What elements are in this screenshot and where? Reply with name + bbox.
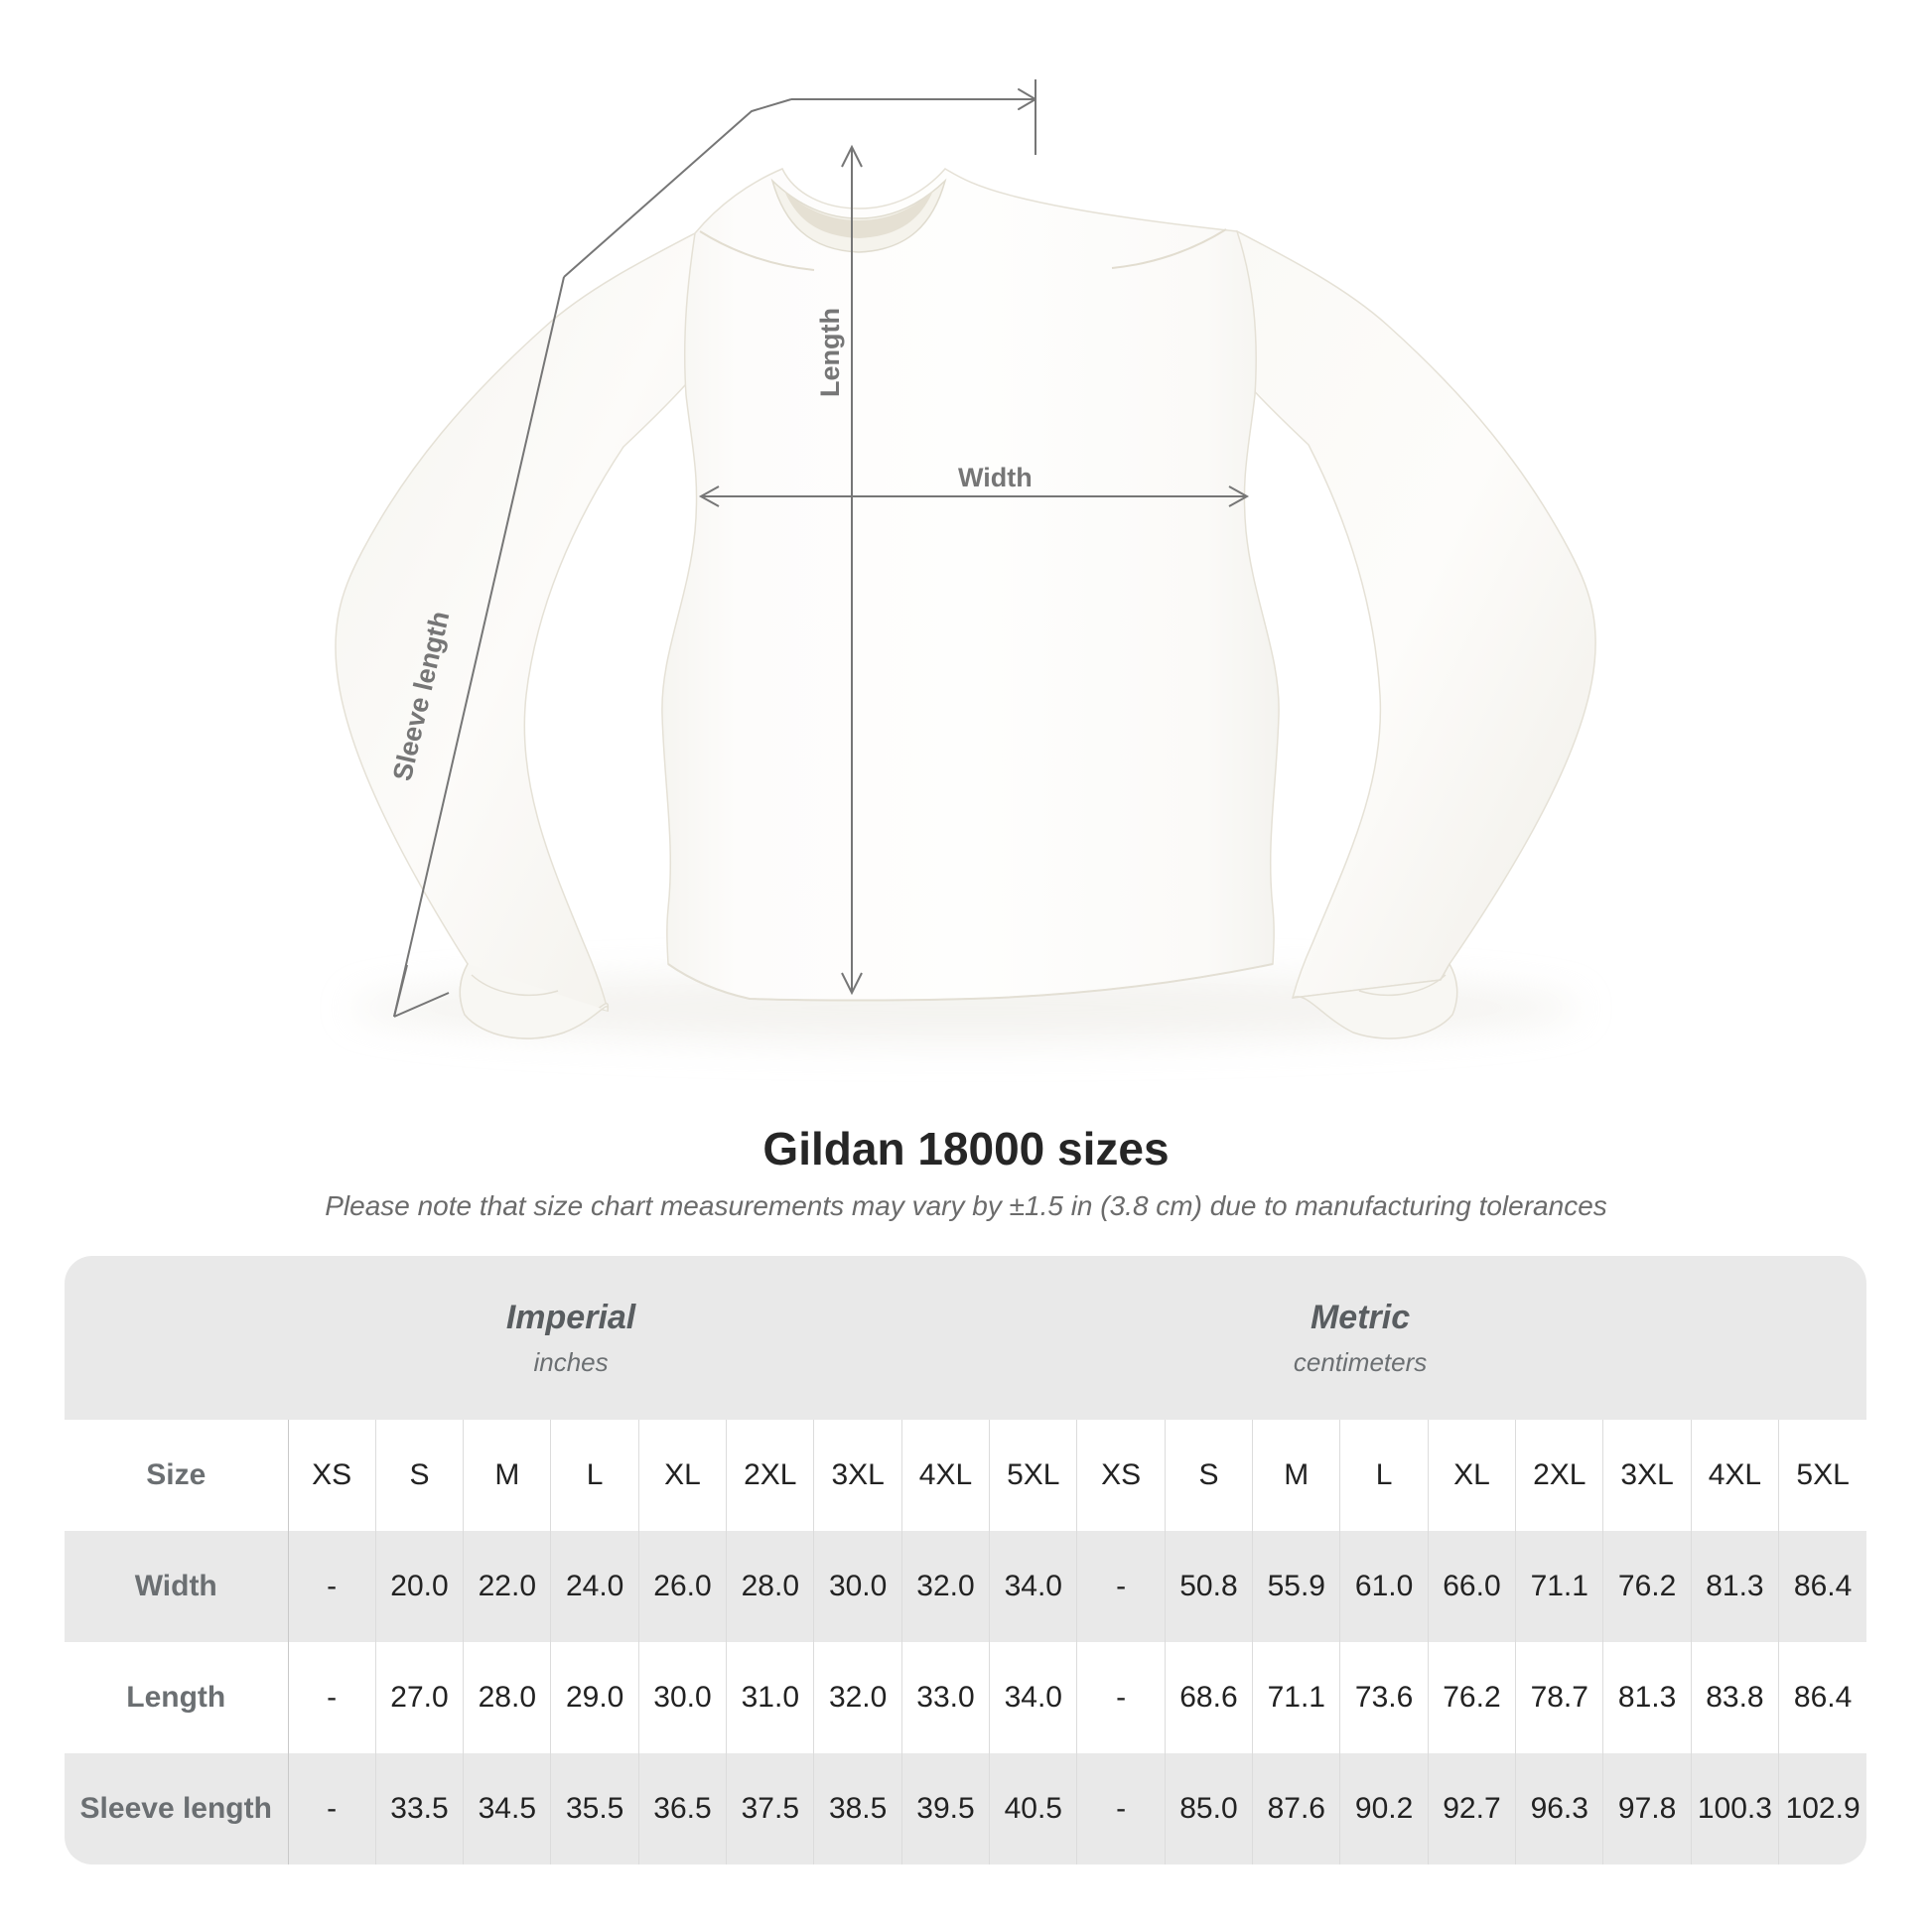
svg-text:Length: Length	[815, 308, 845, 397]
svg-text:Width: Width	[958, 463, 1033, 492]
